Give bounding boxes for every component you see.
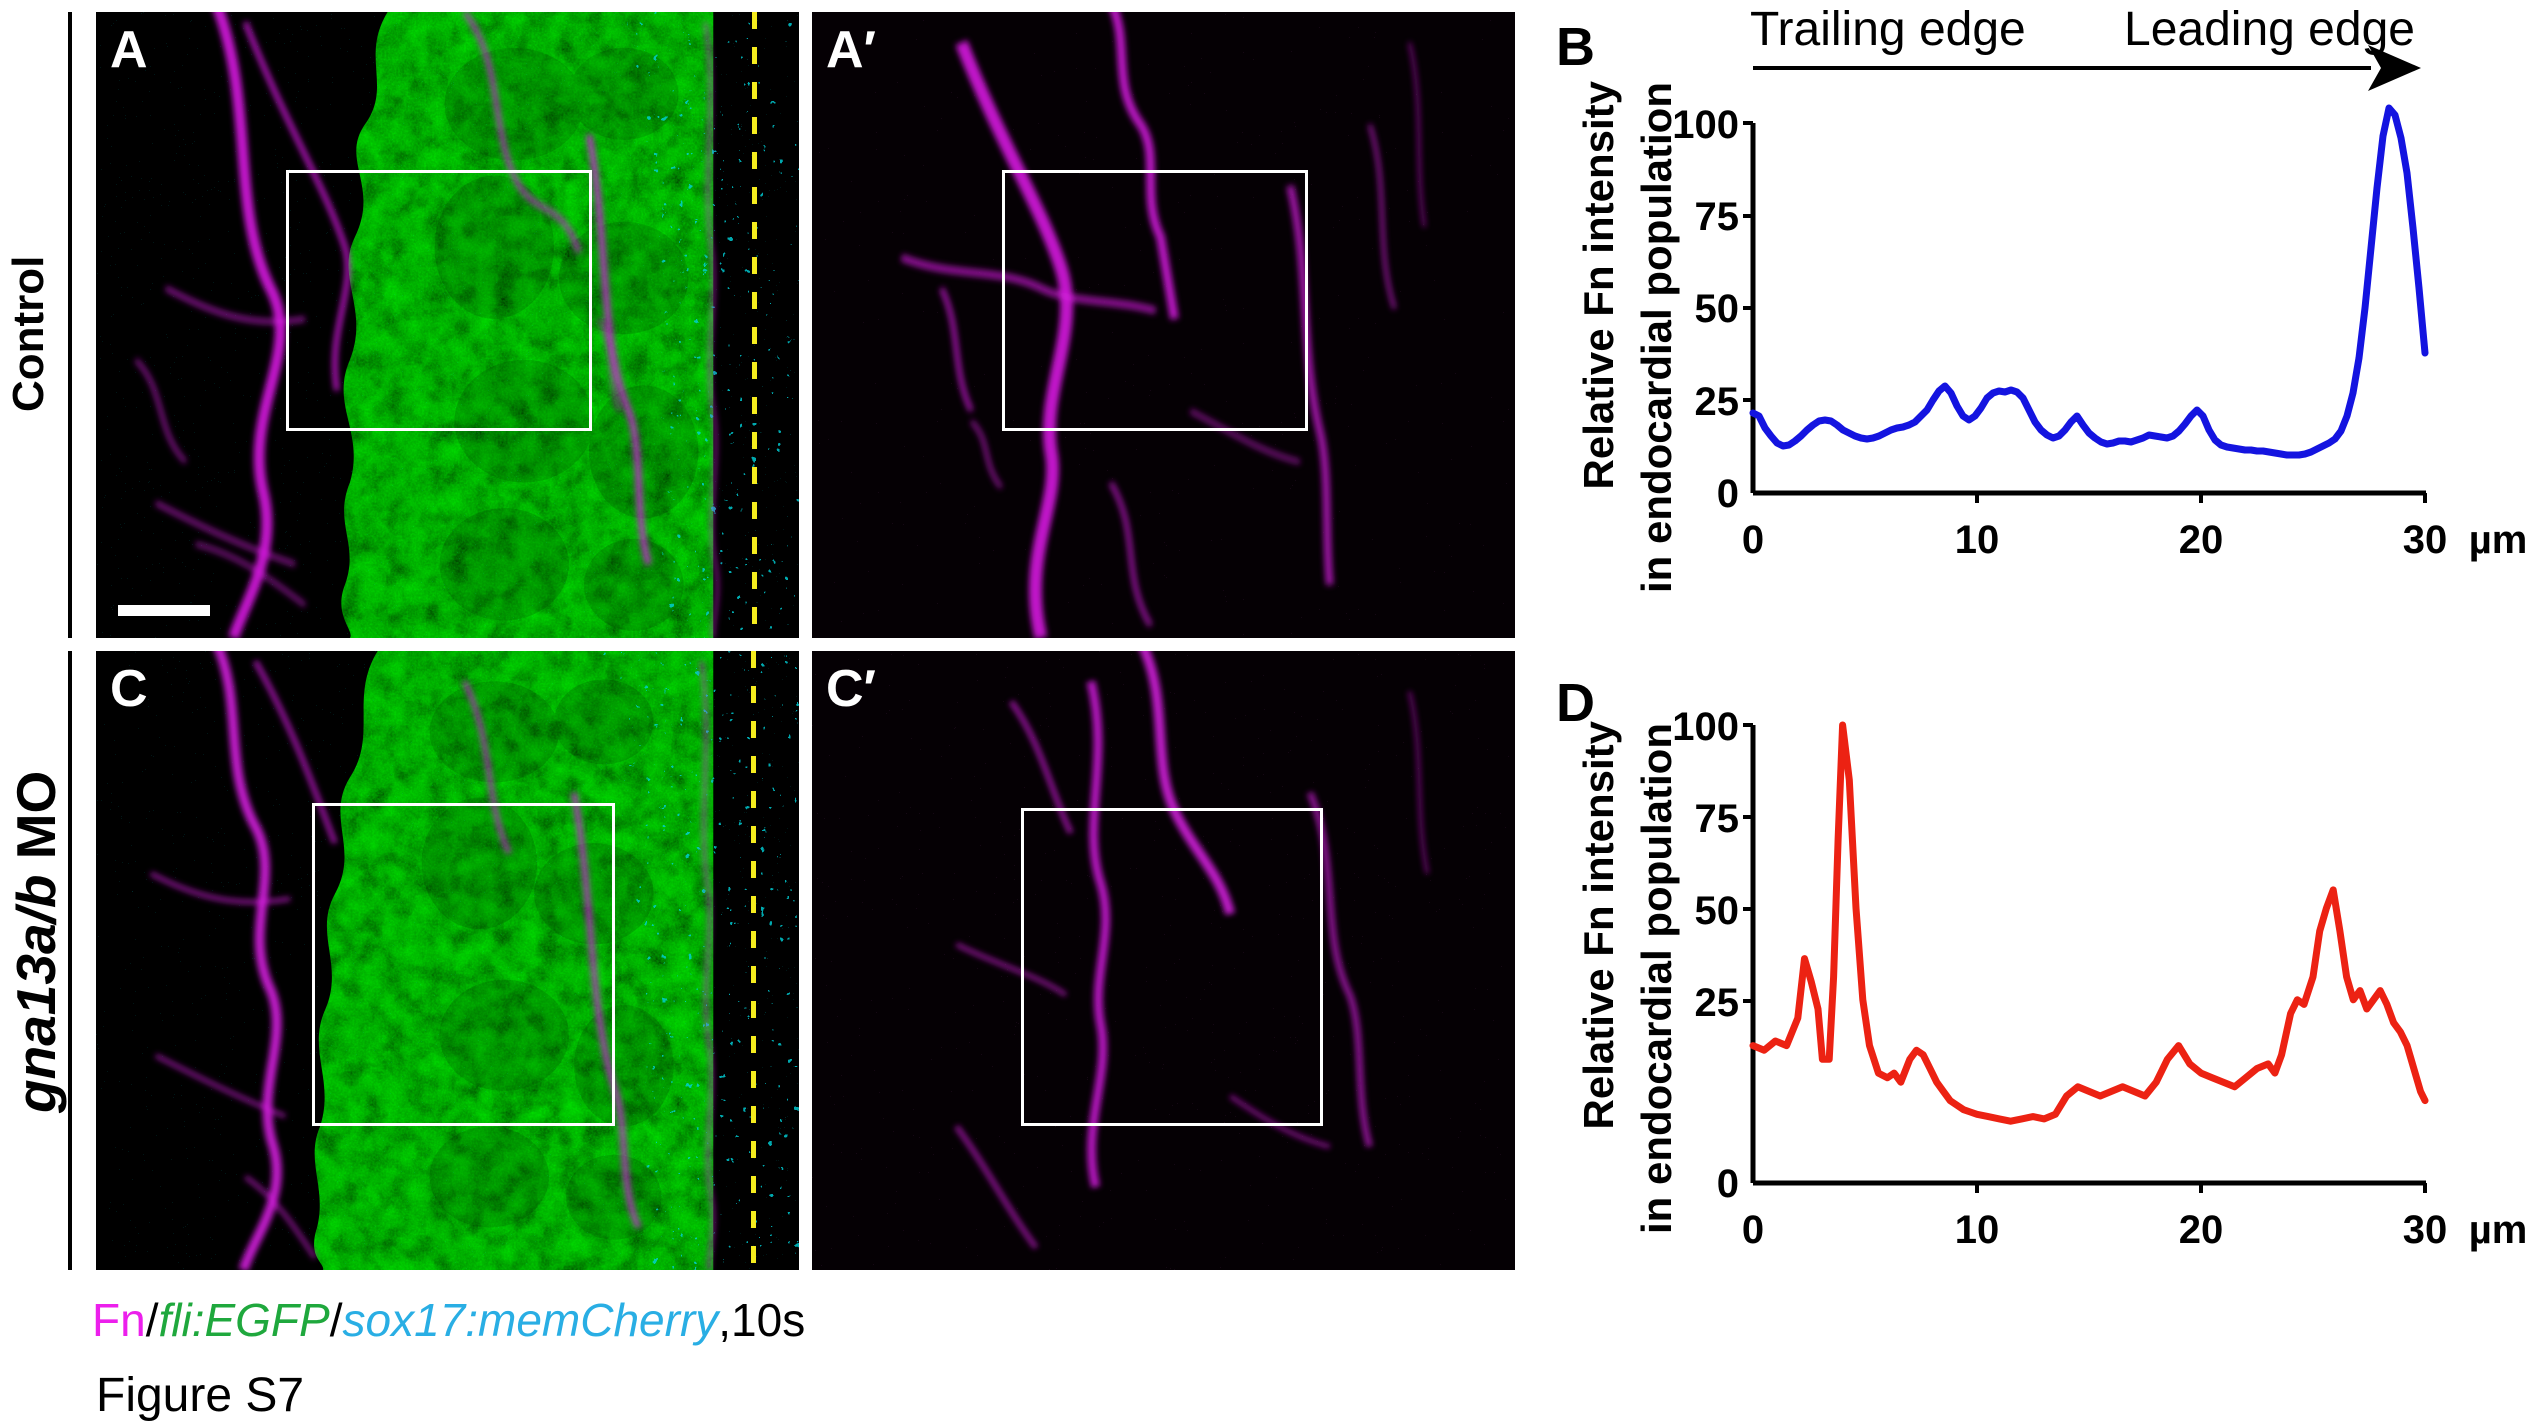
svg-text:µm: µm [2469,1208,2528,1252]
svg-text:0: 0 [1717,1162,1739,1206]
svg-text:10: 10 [1955,518,2000,562]
svg-text:0: 0 [1742,1208,1764,1252]
svg-text:75: 75 [1695,797,1740,841]
svg-text:100: 100 [1672,705,1739,749]
svg-text:µm: µm [2469,518,2528,562]
svg-text:100: 100 [1672,103,1739,147]
svg-text:50: 50 [1695,287,1740,331]
svg-text:50: 50 [1695,889,1740,933]
svg-text:25: 25 [1695,380,1740,424]
svg-text:0: 0 [1717,472,1739,516]
svg-text:30: 30 [2403,518,2448,562]
svg-text:20: 20 [2179,518,2224,562]
svg-text:10: 10 [1955,1208,2000,1252]
svg-text:0: 0 [1742,518,1764,562]
svg-text:75: 75 [1695,195,1740,239]
svg-text:30: 30 [2403,1208,2448,1252]
svg-text:20: 20 [2179,1208,2224,1252]
svg-text:25: 25 [1695,981,1740,1025]
